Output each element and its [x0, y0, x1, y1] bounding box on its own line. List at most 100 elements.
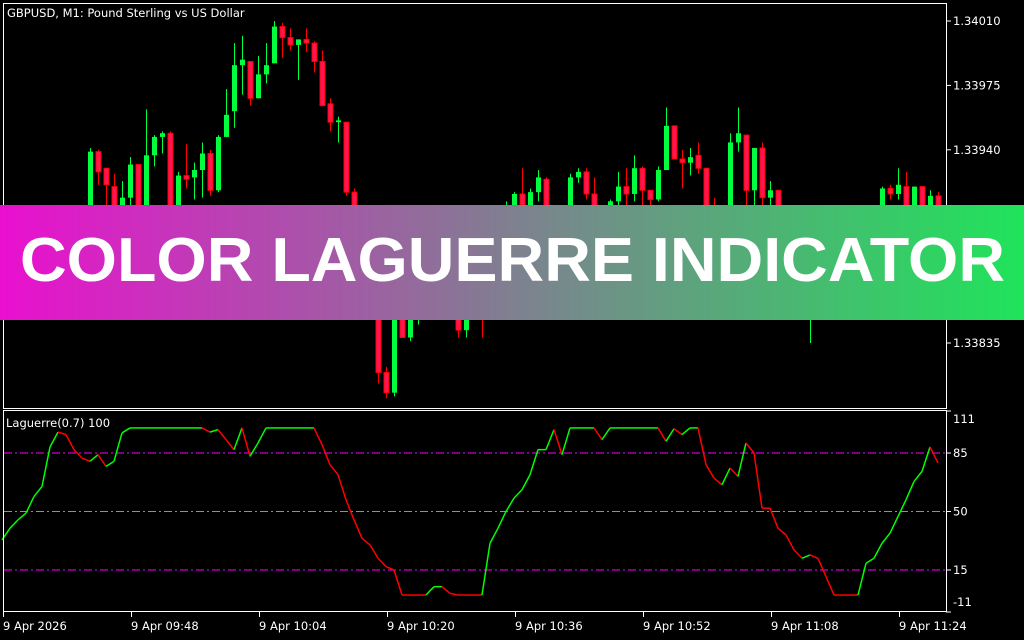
laguerre-segment [897, 499, 907, 517]
candle [632, 155, 637, 202]
price-tick-label: 1.33975 [953, 78, 1001, 92]
candle [192, 162, 197, 200]
candle [319, 50, 326, 107]
candle-body [128, 164, 133, 198]
candle [303, 28, 310, 53]
time-axis: 9 Apr 2026 9 Apr 09:48 9 Apr 10:04 9 Apr 10… [3, 612, 967, 633]
time-tick-label: 9 Apr 2026 [3, 619, 67, 633]
time-tick-label: 9 Apr 10:52 [643, 619, 711, 633]
candle-body [336, 120, 341, 123]
candle-body [568, 177, 573, 224]
laguerre-segment [881, 532, 891, 544]
laguerre-segment [777, 527, 787, 536]
indicator-tick-label: 15 [953, 563, 968, 577]
candle [256, 55, 261, 99]
candle [296, 39, 301, 80]
laguerre-segment [817, 557, 827, 577]
candle-body [688, 157, 693, 163]
candle-body [743, 134, 750, 191]
candle [279, 22, 286, 58]
candle-body [656, 170, 661, 200]
laguerre-segment [377, 557, 387, 568]
laguerre-segment [241, 427, 251, 457]
laguerre-segment [801, 554, 811, 559]
laguerre-segment [513, 489, 523, 499]
laguerre-segment [97, 454, 107, 467]
time-tick-label: 9 Apr 10:20 [387, 619, 455, 633]
laguerre-segment [369, 544, 379, 559]
laguerre-segment [745, 442, 755, 454]
candle-body [183, 175, 190, 180]
time-tick-label: 9 Apr 11:08 [771, 619, 839, 633]
candle-body [664, 125, 669, 171]
candle-body [408, 304, 413, 338]
candle [272, 21, 277, 64]
laguerre-segment [865, 557, 875, 564]
time-tick-label: 9 Apr 10:36 [515, 619, 583, 633]
indicator-tick-label: -11 [953, 595, 972, 609]
laguerre-segment [481, 543, 491, 596]
candle [671, 125, 678, 160]
banner-title: COLOR LAGUERRE INDICATOR [20, 226, 1005, 295]
candle-body [383, 371, 390, 394]
candle-body [95, 151, 102, 173]
candle-body [103, 167, 110, 186]
candle [616, 171, 621, 209]
laguerre-segment [25, 496, 35, 514]
time-tick-label: 9 Apr 10:04 [259, 619, 327, 633]
title-banner: COLOR LAGUERRE INDICATOR [0, 205, 1024, 320]
laguerre-segment [785, 534, 795, 551]
candle-body [912, 186, 917, 215]
candle [327, 98, 334, 132]
candle-body [200, 153, 205, 171]
time-tick-label: 9 Apr 09:48 [131, 619, 199, 633]
candle [695, 142, 702, 174]
candle-body [327, 103, 334, 123]
candle-body [623, 186, 630, 195]
candle-body [616, 186, 621, 202]
laguerre-segment [705, 464, 715, 479]
laguerre-segment [441, 586, 451, 594]
candle-body [343, 121, 350, 193]
candle [752, 147, 757, 215]
candle-body [695, 154, 702, 169]
candle [656, 166, 661, 202]
laguerre-segment [737, 442, 747, 477]
candle [152, 135, 157, 167]
laguerre-segment [505, 497, 515, 512]
candle-body [296, 39, 301, 45]
candle-body [287, 37, 294, 46]
laguerre-segment [217, 429, 227, 441]
laguerre-segment [753, 452, 763, 509]
time-tick-label: 9 Apr 11:24 [899, 619, 967, 633]
indicator-label: Laguerre(0.7) 100 [6, 416, 110, 430]
candle-body [272, 26, 277, 64]
laguerre-segment [337, 474, 347, 501]
indicator-panel-frame [3, 410, 947, 612]
laguerre-segment [769, 507, 779, 529]
candle [287, 28, 294, 51]
candle [183, 144, 190, 189]
candle [887, 184, 894, 200]
laguerre-segment [33, 485, 43, 497]
price-tick-label: 1.33835 [953, 336, 1001, 350]
candle [583, 168, 590, 200]
laguerre-segment [89, 454, 99, 462]
candle-body [632, 168, 637, 194]
laguerre-segment [553, 429, 563, 455]
laguerre-segment [521, 474, 531, 491]
laguerre-segment [425, 586, 435, 596]
laguerre-segment [321, 444, 331, 465]
laguerre-segment [209, 428, 219, 433]
laguerre-segment [201, 427, 211, 433]
laguerre-segment [113, 432, 123, 462]
candle [664, 107, 669, 171]
candle [343, 121, 350, 196]
candle [95, 149, 102, 185]
laguerre-segment [329, 464, 339, 476]
laguerre-segment [57, 431, 67, 436]
candle-body [768, 190, 773, 198]
candle-body [583, 171, 590, 195]
laguerre-segment [9, 519, 19, 529]
